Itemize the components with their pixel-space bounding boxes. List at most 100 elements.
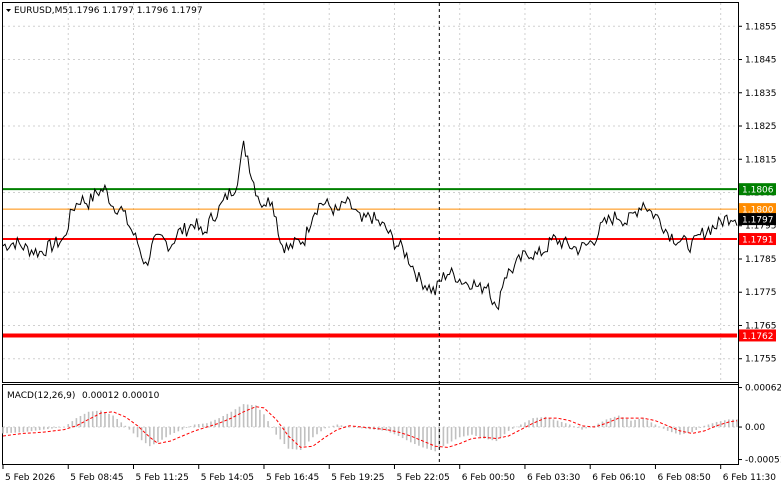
macd-bar xyxy=(646,420,649,428)
macd-bar xyxy=(524,422,526,428)
macd-bar xyxy=(548,418,551,428)
macd-bar xyxy=(687,427,689,433)
macd-bar xyxy=(634,419,636,428)
macd-bar xyxy=(14,427,17,433)
price-tag xyxy=(739,203,776,216)
macd-bar xyxy=(446,427,449,444)
macd-bar xyxy=(6,427,8,434)
macd-bar xyxy=(271,427,273,428)
macd-bar xyxy=(662,427,665,429)
macd-bar xyxy=(732,419,734,428)
macd-values: 0.00012 0.00010 xyxy=(82,391,160,401)
signal-line xyxy=(2,406,738,448)
macd-bar xyxy=(336,424,339,428)
macd-bar xyxy=(112,415,114,428)
price-tick-label: 1.1765 xyxy=(745,321,777,331)
macd-header: MACD(12,26,9) 0.00012 0.00010 xyxy=(7,391,160,401)
macd-bar xyxy=(63,427,65,428)
dropdown-triangle-icon[interactable] xyxy=(6,9,11,12)
price-tick-label: 1.1825 xyxy=(745,122,777,132)
macd-bar xyxy=(577,427,579,428)
macd-bar xyxy=(222,416,224,428)
macd-bar xyxy=(528,420,530,428)
macd-bar xyxy=(108,413,110,428)
macd-bar xyxy=(622,417,624,428)
macd-bar xyxy=(409,427,412,443)
price-tag xyxy=(739,329,776,342)
macd-bar xyxy=(650,422,653,428)
macd-bar xyxy=(442,427,445,447)
macd-bar xyxy=(532,418,534,428)
macd-bar xyxy=(467,427,469,436)
time-tick-label: 5 Feb 14:05 xyxy=(201,473,254,483)
macd-bar xyxy=(340,425,343,428)
time-tick-label: 6 Feb 11:30 xyxy=(723,473,777,483)
price-tag xyxy=(739,213,776,226)
macd-bar xyxy=(95,410,98,428)
macd-bar xyxy=(617,415,620,428)
time-axis: 5 Feb 2026 5 Feb 08:45 5 Feb 11:25 5 Feb 14… xyxy=(2,465,777,483)
macd-histogram xyxy=(2,404,738,452)
macd-bar xyxy=(255,405,257,428)
macd-bar xyxy=(707,424,710,428)
price-tick-label: 1.1855 xyxy=(745,22,777,32)
price-tag-label: 1.1762 xyxy=(742,332,774,342)
macd-bar xyxy=(169,427,171,435)
time-tick-label: 5 Feb 08:45 xyxy=(70,473,123,483)
macd-bar xyxy=(556,420,559,428)
ohlc-values: 1.1796 1.1797 1.1796 1.1797 xyxy=(68,6,203,16)
price-tick-label: 1.1785 xyxy=(745,255,777,265)
macd-bar xyxy=(124,425,127,428)
macd-bar xyxy=(226,413,229,428)
macd-bar xyxy=(267,421,269,428)
symbol-title: EURUSD,M5 xyxy=(14,6,68,16)
time-tick-label: 5 Feb 22:05 xyxy=(396,473,449,483)
macd-bar xyxy=(144,427,147,444)
macd-bar xyxy=(454,427,457,440)
macd-bar xyxy=(695,427,698,431)
price-tag-label: 1.1791 xyxy=(742,236,774,246)
macd-bar xyxy=(218,418,220,428)
macd-bar xyxy=(483,427,485,439)
macd-bar xyxy=(246,404,249,428)
macd-bar xyxy=(626,418,628,428)
macd-bar xyxy=(206,423,208,428)
macd-bar xyxy=(59,427,61,428)
macd-bar xyxy=(308,427,310,442)
macd-bar xyxy=(132,427,135,434)
macd-bar xyxy=(365,427,367,429)
macd-bar xyxy=(393,427,396,435)
macd-bar xyxy=(430,427,432,450)
macd-bar xyxy=(609,418,612,428)
macd-bar xyxy=(511,427,514,429)
macd-bar xyxy=(658,426,661,428)
price-tick-label: 1.1815 xyxy=(745,155,777,165)
time-tick-label: 6 Feb 00:50 xyxy=(462,473,516,483)
price-panel-frame xyxy=(2,2,739,383)
macd-bar xyxy=(149,427,151,447)
macd-bar xyxy=(83,413,86,428)
macd-bar xyxy=(214,419,216,428)
macd-bar xyxy=(544,416,547,428)
price-tick-label: 1.1835 xyxy=(745,89,777,99)
macd-bar xyxy=(540,417,543,428)
macd-bar xyxy=(202,423,204,428)
macd-bar xyxy=(434,427,437,452)
macd-bar xyxy=(479,427,481,438)
macd-bar xyxy=(210,421,212,428)
macd-bar xyxy=(401,427,404,439)
macd-bar xyxy=(536,417,538,428)
macd-tick-label: 0.00 xyxy=(745,423,765,433)
time-tick-label: 6 Feb 08:50 xyxy=(657,473,711,483)
macd-tick-label: -0.00051 xyxy=(745,456,781,466)
macd-bar xyxy=(675,427,677,434)
macd-bar xyxy=(230,411,233,428)
macd-bar xyxy=(116,418,118,428)
price-tick-label: 1.1795 xyxy=(745,222,777,232)
macd-bar xyxy=(79,416,82,428)
macd-bar xyxy=(593,425,596,428)
macd-bar xyxy=(189,426,192,428)
price-grid xyxy=(3,3,737,382)
macd-bar xyxy=(581,427,583,430)
